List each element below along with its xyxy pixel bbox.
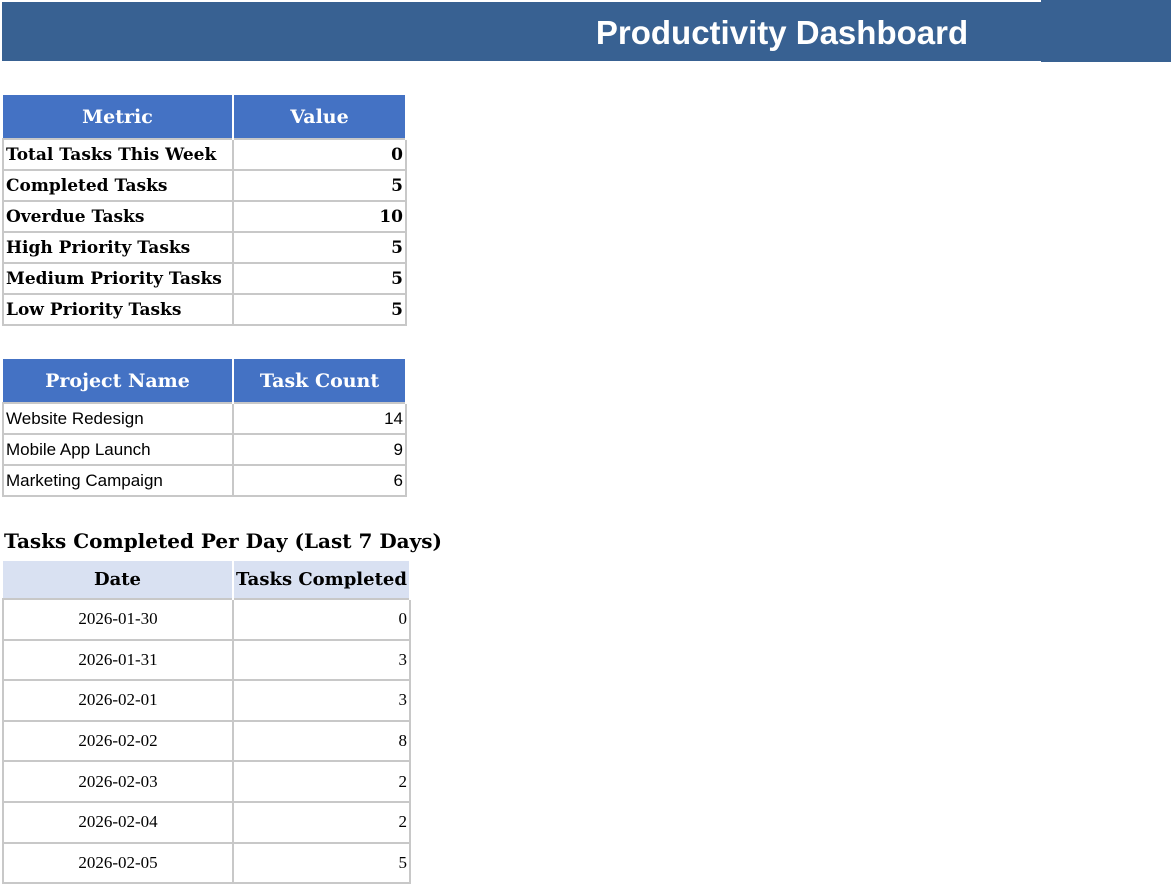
cell-date[interactable]: 2026-02-02 (2, 719, 234, 763)
page-title: Productivity Dashboard (595, 14, 969, 51)
column-header-metric[interactable]: Metric (3, 95, 234, 139)
table-row: 2026-01-31 3 (2, 638, 411, 682)
cell-label[interactable]: Overdue Tasks (2, 200, 234, 233)
cell-value[interactable]: 5 (232, 231, 407, 264)
projects-table: Project Name Task Count Website Redesign 1… (2, 359, 407, 497)
table-row: Mobile App Launch 9 (2, 433, 407, 466)
cell-name[interactable]: Marketing Campaign (2, 464, 234, 497)
cell-count[interactable]: 6 (232, 464, 407, 497)
cell-count[interactable]: 14 (232, 402, 407, 435)
column-header-task-count[interactable]: Task Count (233, 359, 407, 403)
column-header-project-name[interactable]: Project Name (3, 359, 234, 403)
cell-date[interactable]: 2026-01-31 (2, 638, 234, 682)
table-row: Medium Priority Tasks 5 (2, 262, 407, 295)
cell-label[interactable]: Medium Priority Tasks (2, 262, 234, 295)
cell-count[interactable]: 3 (232, 679, 411, 722)
cell-value[interactable]: 5 (232, 169, 407, 202)
cell-count[interactable]: 0 (232, 598, 411, 641)
cell-value[interactable]: 5 (232, 262, 407, 295)
table-row: Overdue Tasks 10 (2, 200, 407, 233)
cell-count[interactable]: 2 (232, 760, 411, 803)
cell-date[interactable]: 2026-02-05 (2, 841, 234, 885)
cell-value[interactable]: 10 (232, 200, 407, 233)
cell-label[interactable]: High Priority Tasks (2, 231, 234, 264)
table-row: 2026-02-03 2 (2, 760, 411, 803)
cell-count[interactable]: 9 (232, 433, 407, 466)
title-banner-extension (1041, 0, 1171, 62)
cell-date[interactable]: 2026-02-03 (2, 760, 234, 803)
title-banner: Productivity Dashboard (2, 2, 1041, 61)
cell-label[interactable]: Low Priority Tasks (2, 293, 234, 326)
table-row: 2026-02-01 3 (2, 679, 411, 722)
cell-value[interactable]: 5 (232, 293, 407, 326)
table-row: Website Redesign 14 (2, 402, 407, 435)
daily-section-title: Tasks Completed Per Day (Last 7 Days) (4, 529, 442, 553)
column-header-tasks-completed[interactable]: Tasks Completed (233, 561, 411, 599)
cell-date[interactable]: 2026-02-01 (2, 679, 234, 722)
column-header-value[interactable]: Value (233, 95, 407, 139)
column-header-date[interactable]: Date (3, 561, 234, 599)
cell-date[interactable]: 2026-02-04 (2, 800, 234, 844)
cell-label[interactable]: Total Tasks This Week (2, 138, 234, 171)
cell-count[interactable]: 3 (232, 638, 411, 682)
cell-label[interactable]: Completed Tasks (2, 169, 234, 202)
cell-count[interactable]: 8 (232, 719, 411, 763)
table-row: 2026-02-04 2 (2, 800, 411, 844)
table-row: Marketing Campaign 6 (2, 464, 407, 497)
table-row: Completed Tasks 5 (2, 169, 407, 202)
table-row: Low Priority Tasks 5 (2, 293, 407, 326)
table-row: High Priority Tasks 5 (2, 231, 407, 264)
metrics-table: Metric Value Total Tasks This Week 0 Comple… (2, 95, 407, 326)
daily-table: Date Tasks Completed 2026-01-30 0 2026-01-3… (2, 561, 411, 885)
cell-date[interactable]: 2026-01-30 (2, 598, 234, 641)
cell-name[interactable]: Mobile App Launch (2, 433, 234, 466)
cell-name[interactable]: Website Redesign (2, 402, 234, 435)
cell-count[interactable]: 5 (232, 841, 411, 885)
table-row: 2026-02-05 5 (2, 841, 411, 885)
table-row: Total Tasks This Week 0 (2, 138, 407, 171)
table-row: 2026-01-30 0 (2, 598, 411, 641)
cell-count[interactable]: 2 (232, 800, 411, 844)
table-row: 2026-02-02 8 (2, 719, 411, 763)
cell-value[interactable]: 0 (232, 138, 407, 171)
